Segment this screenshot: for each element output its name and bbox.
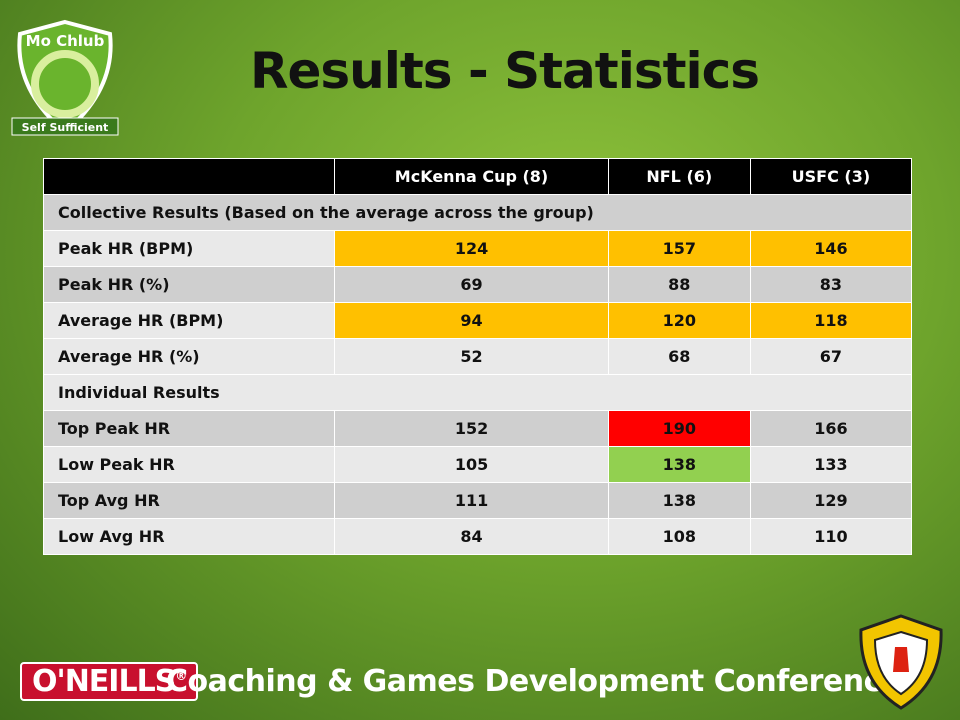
brand-name: O'NEILLS — [32, 664, 176, 699]
stats-table: McKenna Cup (8) NFL (6) USFC (3) Collective… — [42, 158, 913, 555]
value-cell: 68 — [607, 338, 751, 375]
logo-bottom: Self Sufficient — [22, 121, 109, 134]
row: Low Peak HR 105 138 133 — [42, 446, 913, 483]
row: Peak HR (%) 69 88 83 — [42, 266, 913, 303]
section-cell: Collective Results (Based on the average… — [43, 194, 912, 231]
value-cell: 83 — [749, 266, 913, 303]
row: Average HR (BPM) 94 120 118 — [42, 302, 913, 339]
header-row: McKenna Cup (8) NFL (6) USFC (3) — [42, 158, 913, 195]
crest — [859, 614, 943, 710]
row: Top Peak HR 152 190 166 — [42, 410, 913, 447]
value-cell: 133 — [749, 446, 913, 483]
value-cell: 129 — [749, 482, 913, 519]
value-cell: 52 — [334, 338, 609, 375]
value-cell: 166 — [749, 410, 913, 447]
value-cell: 108 — [607, 518, 751, 555]
brand-mark: ® — [175, 669, 187, 683]
header-cell: NFL (6) — [607, 158, 751, 195]
footer-text: Coaching & Games Development Conference — [166, 664, 901, 699]
row: Low Avg HR 84 108 110 — [42, 518, 913, 555]
row: Top Avg HR 111 138 129 — [42, 482, 913, 519]
row-label: Peak HR (BPM) — [42, 230, 336, 267]
value-cell: 190 — [607, 410, 751, 447]
logo-ribbon — [11, 117, 119, 136]
header-cell: McKenna Cup (8) — [334, 158, 609, 195]
logo: Mo Chlub Self Sufficient — [11, 19, 119, 136]
row: Individual Results — [43, 374, 912, 411]
title: Results - Statistics — [250, 42, 760, 100]
value-cell: 69 — [334, 266, 609, 303]
brand: O'NEILLS® — [20, 662, 199, 701]
logo-top: Mo Chlub — [26, 32, 105, 50]
value-cell: 105 — [334, 446, 609, 483]
value-cell: 146 — [749, 230, 913, 267]
value-cell: 67 — [749, 338, 913, 375]
value-cell: 111 — [334, 482, 609, 519]
header-cell — [42, 158, 336, 195]
row-label: Top Peak HR — [42, 410, 336, 447]
row: Peak HR (BPM) 124 157 146 — [42, 230, 913, 267]
header-cell: USFC (3) — [749, 158, 913, 195]
row-label: Top Avg HR — [42, 482, 336, 519]
value-cell: 110 — [749, 518, 913, 555]
row-label: Average HR (BPM) — [42, 302, 336, 339]
value-cell: 94 — [334, 302, 609, 339]
value-cell: 118 — [749, 302, 913, 339]
value-cell: 138 — [607, 446, 751, 483]
red-hand — [893, 647, 909, 672]
value-cell: 138 — [607, 482, 751, 519]
section-cell: Individual Results — [43, 374, 912, 411]
row: Average HR (%) 52 68 67 — [42, 338, 913, 375]
row-label: Low Peak HR — [42, 446, 336, 483]
value-cell: 124 — [334, 230, 609, 267]
logo-ring — [31, 50, 99, 118]
value-cell: 120 — [607, 302, 751, 339]
value-cell: 152 — [334, 410, 609, 447]
value-cell: 88 — [607, 266, 751, 303]
row: Collective Results (Based on the average… — [43, 194, 912, 231]
footer: O'NEILLS® Coaching & Games Development C… — [16, 659, 960, 709]
row-label: Peak HR (%) — [42, 266, 336, 303]
value-cell: 84 — [334, 518, 609, 555]
row-label: Average HR (%) — [42, 338, 336, 375]
value-cell: 157 — [607, 230, 751, 267]
row-label: Low Avg HR — [42, 518, 336, 555]
